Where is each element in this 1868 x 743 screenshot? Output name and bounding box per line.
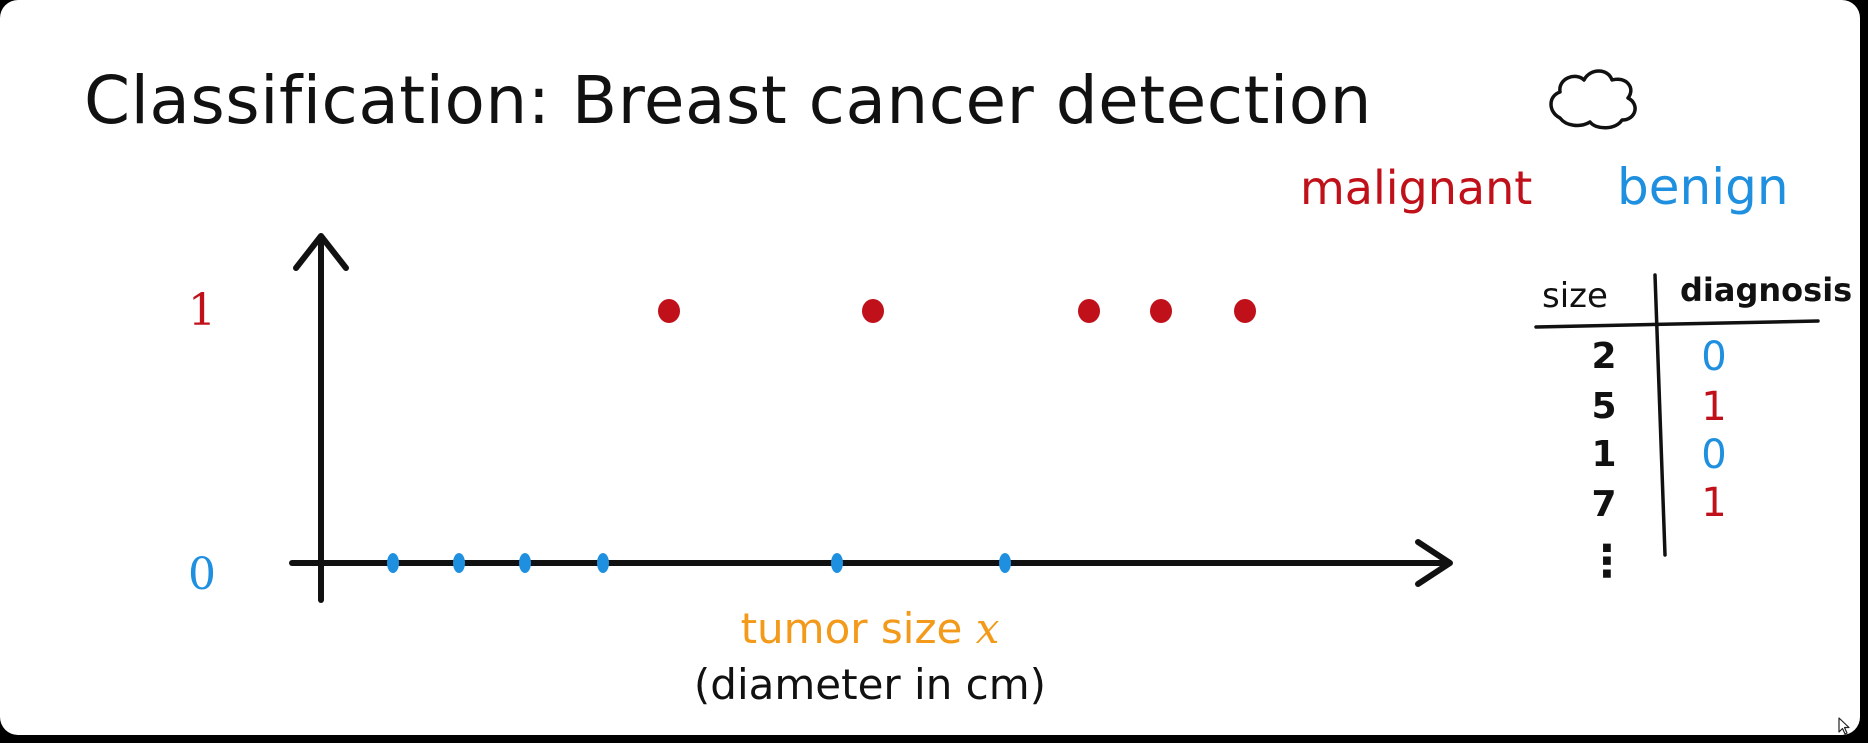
table-header-size: size [1542,276,1608,316]
table-cell-size-2: 1 [1591,434,1616,475]
point-malignant-0 [658,299,680,323]
table-cell-size-1: 5 [1591,386,1616,427]
table-cell-diagnosis-2: 0 [1701,432,1726,478]
table-cell-size-3: 7 [1591,484,1616,525]
x-axis-label-var: x [976,604,1000,653]
x-axis-label-main: tumor size [741,604,976,653]
table-cell-diagnosis-1: 1 [1701,384,1726,430]
x-axis-label: tumor size x [741,604,1000,653]
point-benign-5 [999,553,1011,573]
table-column-divider [1653,273,1667,557]
point-malignant-3 [1150,299,1172,323]
table-header-divider [1534,319,1820,329]
cloud-icon [1549,69,1637,130]
table-header-diagnosis: diagnosis [1680,271,1852,309]
point-benign-2 [519,553,531,573]
mouse-cursor-icon [1838,717,1850,735]
point-benign-1 [453,553,465,573]
page-title: Classification: Breast cancer detection [84,62,1372,139]
table-cell-size-4: ⋮ [1585,536,1629,587]
y-tick-label-1: 1 [188,285,216,336]
y-tick-label-0: 0 [188,549,216,600]
point-malignant-4 [1234,299,1256,323]
data-points [387,299,1256,573]
point-benign-0 [387,553,399,573]
table-cell-diagnosis-3: 1 [1701,480,1726,526]
point-malignant-1 [862,299,884,323]
legend-malignant: malignant [1300,161,1532,215]
x-axis [289,539,1453,587]
data-table: size diagnosis 2 5 1 7 ⋮ 0 1 0 1 [1534,271,1852,587]
point-malignant-2 [1078,299,1100,323]
y-axis [293,233,349,603]
x-axis-sublabel: (diameter in cm) [694,660,1046,709]
legend-benign: benign [1617,158,1789,216]
table-cell-size-0: 2 [1591,336,1616,377]
point-benign-3 [597,553,609,573]
point-benign-4 [831,553,843,573]
table-cell-diagnosis-0: 0 [1701,334,1726,380]
